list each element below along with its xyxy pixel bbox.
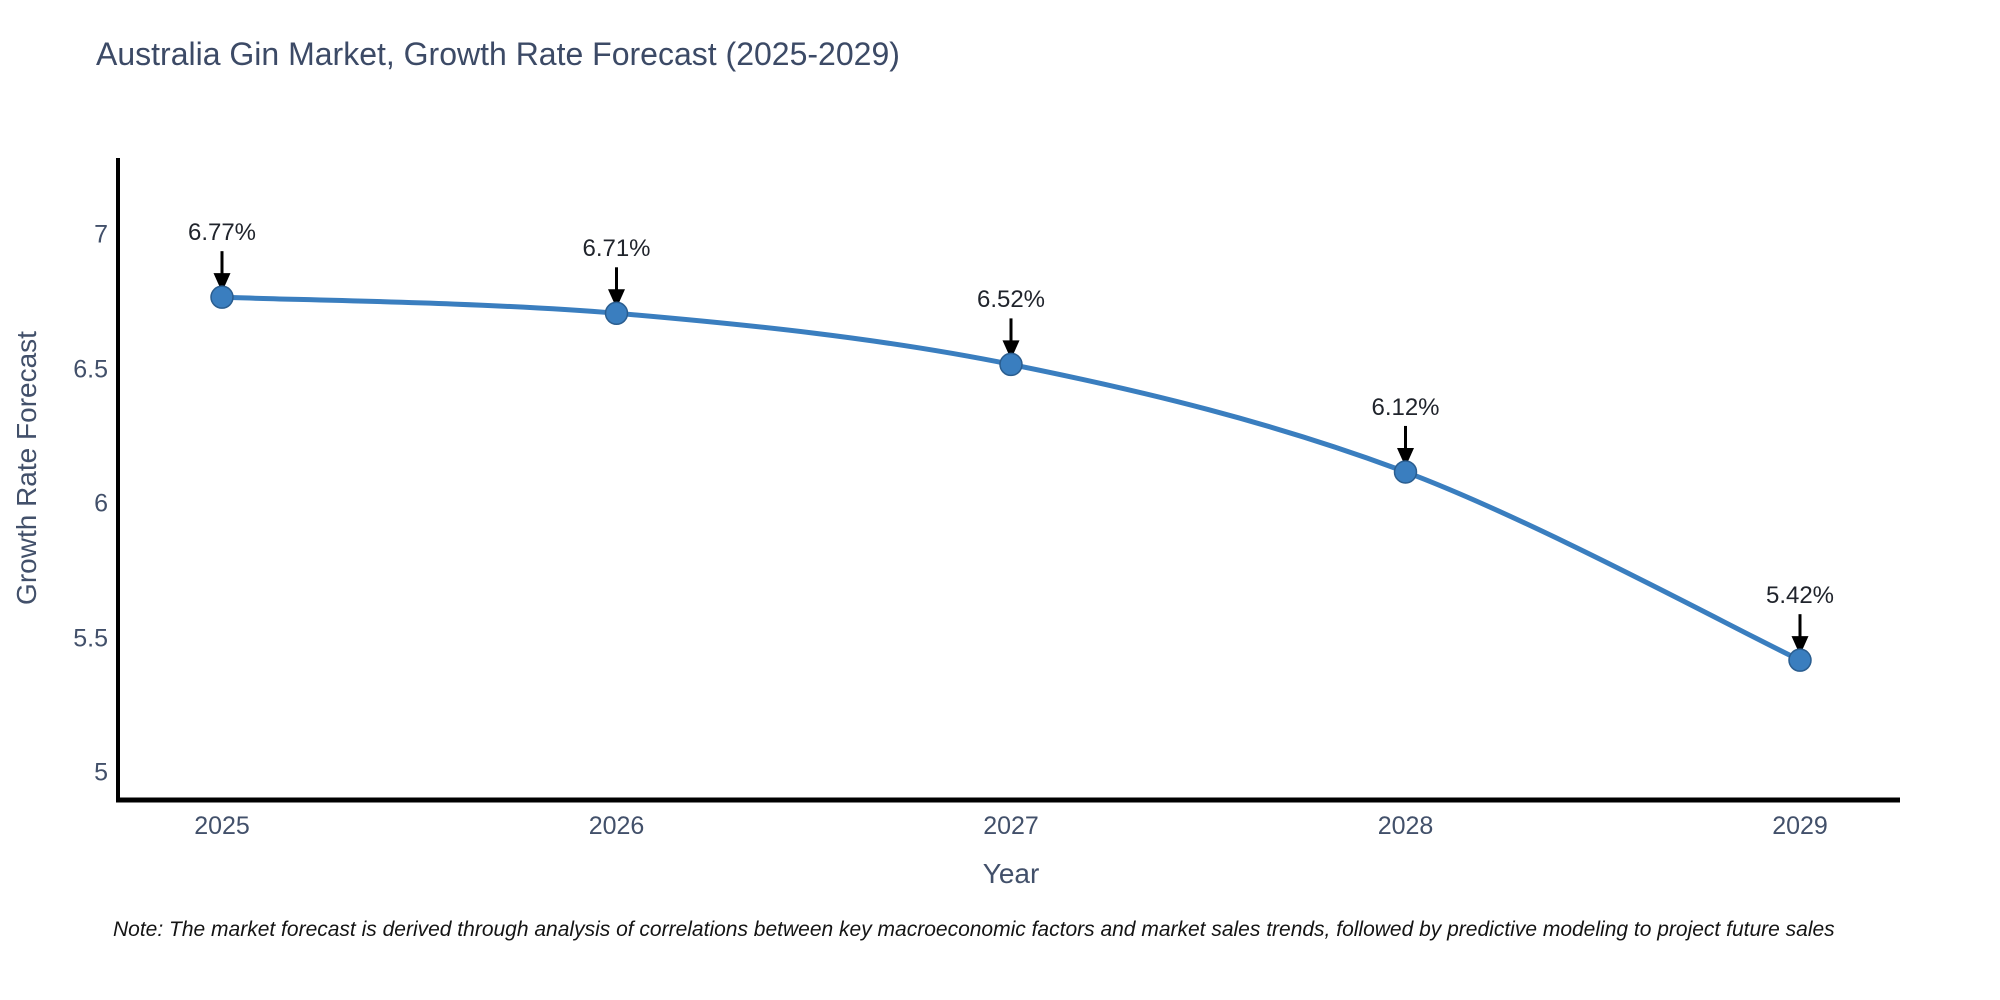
annotation-arrowhead	[608, 289, 625, 309]
y-axis-title: Growth Rate Forecast	[11, 331, 42, 605]
data-point-2028[interactable]	[1393, 460, 1418, 484]
data-markers	[210, 285, 1812, 672]
x-tick-label-2029: 2029	[1772, 812, 1828, 840]
data-point-2026[interactable]	[604, 301, 629, 326]
annotation-arrowhead	[1397, 447, 1414, 467]
x-tick-label-2028: 2028	[1377, 812, 1434, 840]
data-point-2029[interactable]	[1788, 648, 1812, 672]
annotation-arrows	[213, 251, 1809, 656]
chart-title: Australia Gin Market, Growth Rate Foreca…	[96, 36, 900, 72]
data-point-2027[interactable]	[999, 352, 1023, 377]
annotation-arrowhead	[1791, 636, 1809, 656]
data-point-2025[interactable]	[210, 285, 234, 309]
y-tick-label-6.5: 6.5	[73, 355, 108, 384]
point-label-2027: 6.52%	[976, 286, 1046, 314]
x-tick-label-2026: 2026	[588, 812, 645, 840]
y-tick-label-6: 6	[94, 489, 108, 518]
x-tick-label-2027: 2027	[983, 812, 1039, 840]
x-tick-label-2025: 2025	[194, 812, 250, 840]
y-tick-label-7: 7	[94, 220, 108, 249]
x-axis-title: Year	[982, 858, 1040, 889]
y-tick-label-5.5: 5.5	[73, 624, 108, 653]
point-label-2026: 6.71%	[582, 235, 651, 263]
footnote: Note: The market forecast is derived thr…	[113, 918, 1835, 941]
y-tick-label-5: 5	[94, 758, 108, 787]
annotation-arrowhead	[213, 273, 231, 293]
point-label-2029: 5.42%	[1765, 582, 1835, 610]
point-label-2028: 6.12%	[1371, 393, 1440, 421]
annotation-arrowhead	[1002, 340, 1020, 360]
point-label-2025: 6.77%	[187, 219, 257, 247]
